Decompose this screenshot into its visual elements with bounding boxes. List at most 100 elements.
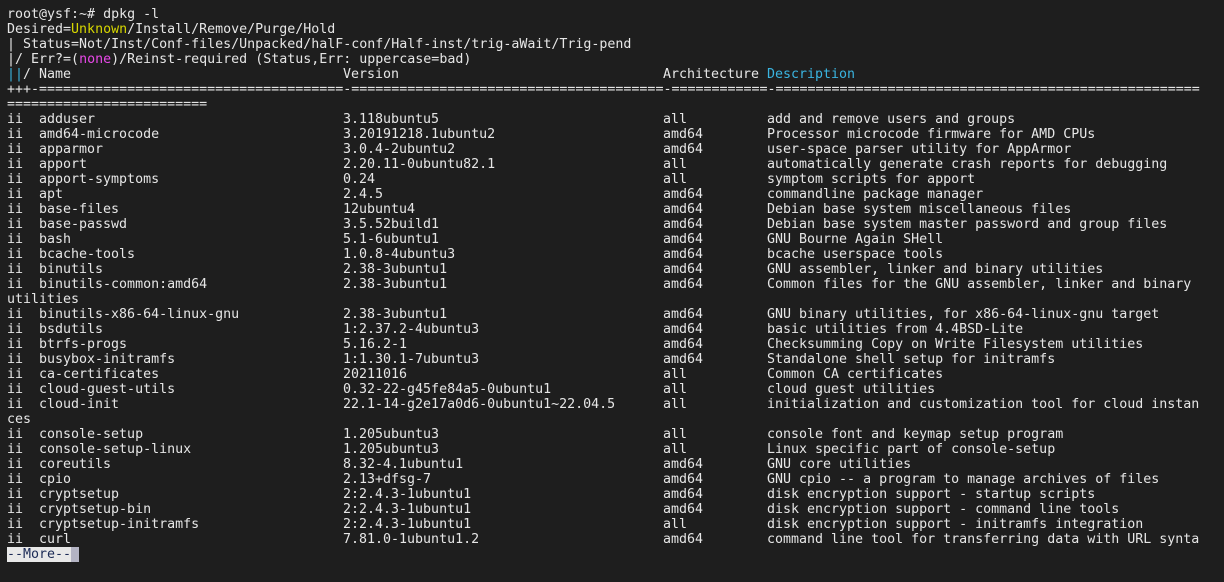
status-cell: ii	[7, 262, 24, 277]
status-cell: ii	[7, 172, 24, 187]
package-description: commandline package manager	[767, 187, 984, 202]
package-description: bcache userspace tools	[767, 247, 944, 262]
package-row: ii cryptsetup 2:2.4.3-1ubuntu1 amd64 disk en…	[7, 487, 1200, 502]
package-row: ii curl 7.81.0-1ubuntu1.2 amd64 command line…	[7, 532, 1200, 547]
package-version: 2.38-3ubuntu1	[343, 277, 448, 292]
package-name: apport-symptoms	[39, 172, 160, 187]
package-architecture: all	[663, 157, 688, 172]
status-cell: ii	[7, 187, 24, 202]
package-version: 3.118ubuntu5	[343, 112, 440, 127]
package-name: apt	[39, 187, 64, 202]
package-version: 1.205ubuntu3	[343, 427, 440, 442]
package-row: ii binutils-x86-64-linux-gnu 2.38-3ubuntu1…	[7, 307, 1200, 322]
package-version: 0.24	[343, 172, 376, 187]
package-version: 1.205ubuntu3	[343, 442, 440, 457]
legend-desired-prefix: Desired=	[7, 22, 72, 37]
status-cell: ii	[7, 367, 24, 382]
package-description: GNU core utilities	[767, 457, 912, 472]
package-name: cloud-init	[39, 397, 120, 412]
package-row: ii binutils-common:amd64 2.38-3ubuntu1 amd6…	[7, 277, 1200, 292]
header-version: Version	[343, 67, 400, 82]
header-bars: ||	[7, 67, 24, 82]
package-name: busybox-initramfs	[39, 352, 176, 367]
more-indicator[interactable]: --More--	[7, 547, 72, 562]
package-architecture: amd64	[663, 472, 704, 487]
package-version: 22.1-14-g2e17a0d6-0ubuntu1~22.04.5	[343, 397, 616, 412]
package-description-wrap: utilities	[7, 292, 80, 307]
status-cell: ii	[7, 307, 24, 322]
package-name: cryptsetup	[39, 487, 120, 502]
package-name: console-setup-linux	[39, 442, 192, 457]
terminal[interactable]: root@ysf:~# dpkg -l Desired=Unknown/Inst…	[7, 7, 1200, 562]
package-row: ii bcache-tools 1.0.8-4ubuntu3 amd64 bcache …	[7, 247, 1200, 262]
package-description: GNU cpio -- a program to manage archives…	[767, 472, 1160, 487]
package-row: ii coreutils 8.32-4.1ubuntu1 amd64 GNU core …	[7, 457, 1200, 472]
package-version: 1:2.37.2-4ubuntu3	[343, 322, 480, 337]
package-description: Common files for the GNU assembler, link…	[767, 277, 1192, 292]
status-cell: ii	[7, 277, 24, 292]
status-cell: ii	[7, 112, 24, 127]
package-description: automatically generate crash reports for…	[767, 157, 1168, 172]
package-description: disk encryption support - initramfs inte…	[767, 517, 1144, 532]
package-architecture: all	[663, 172, 688, 187]
package-name: curl	[39, 532, 72, 547]
package-architecture: all	[663, 382, 688, 397]
package-row: ii cryptsetup-initramfs 2:2.4.3-1ubuntu1 al…	[7, 517, 1200, 532]
package-name: apparmor	[39, 142, 104, 157]
package-architecture: amd64	[663, 142, 704, 157]
package-name: console-setup	[39, 427, 144, 442]
package-architecture: all	[663, 397, 688, 412]
package-version: 1.0.8-4ubuntu3	[343, 247, 456, 262]
package-name: ca-certificates	[39, 367, 160, 382]
package-row: ii busybox-initramfs 1:1.30.1-7ubuntu3 amd6…	[7, 352, 1200, 367]
divider: +++-====================================…	[7, 82, 1200, 97]
package-architecture: amd64	[663, 307, 704, 322]
package-architecture: all	[663, 442, 688, 457]
package-name: binutils-x86-64-linux-gnu	[39, 307, 240, 322]
package-name: cryptsetup-bin	[39, 502, 152, 517]
status-cell: ii	[7, 382, 24, 397]
package-description: Processor microcode firmware for AMD CPU…	[767, 127, 1096, 142]
package-description: command line tool for transferring data …	[767, 532, 1200, 547]
package-architecture: amd64	[663, 127, 704, 142]
package-architecture: amd64	[663, 502, 704, 517]
package-row: ii binutils 2.38-3ubuntu1 amd64 GNU assemble…	[7, 262, 1200, 277]
package-description: GNU binary utilities, for x86-64-linux-g…	[767, 307, 1160, 322]
status-cell: ii	[7, 232, 24, 247]
package-version: 2:2.4.3-1ubuntu1	[343, 517, 472, 532]
package-row: ii base-passwd 3.5.52build1 amd64 Debian bas…	[7, 217, 1200, 232]
package-architecture: amd64	[663, 217, 704, 232]
legend-err-prefix: |/ Err?=(	[7, 52, 80, 67]
package-version: 12ubuntu4	[343, 202, 416, 217]
package-row: ii console-setup 1.205ubuntu3 all console fo…	[7, 427, 1200, 442]
package-row: ii cpio 2.13+dfsg-7 amd64 GNU cpio -- a prog…	[7, 472, 1200, 487]
package-row: ii amd64-microcode 3.20191218.1ubuntu2 amd6…	[7, 127, 1200, 142]
package-name: apport	[39, 157, 88, 172]
package-description: disk encryption support - command line t…	[767, 502, 1120, 517]
command-text: dpkg -l	[103, 7, 160, 22]
package-description: Linux specific part of console-setup	[767, 442, 1056, 457]
package-description: symptom scripts for apport	[767, 172, 976, 187]
package-description: cloud guest utilities	[767, 382, 936, 397]
status-cell: ii	[7, 427, 24, 442]
package-row: ii console-setup-linux 1.205ubuntu3 all Linu…	[7, 442, 1200, 457]
package-architecture: amd64	[663, 202, 704, 217]
status-cell: ii	[7, 142, 24, 157]
pager-prompt[interactable]: --More--	[7, 547, 1200, 562]
package-version: 5.1-6ubuntu1	[343, 232, 440, 247]
package-row: ii bsdutils 1:2.37.2-4ubuntu3 amd64 basic ut…	[7, 322, 1200, 337]
status-cell: ii	[7, 127, 24, 142]
package-architecture: amd64	[663, 457, 704, 472]
package-name: bash	[39, 232, 72, 247]
package-description: Debian base system miscellaneous files	[767, 202, 1072, 217]
package-version: 8.32-4.1ubuntu1	[343, 457, 464, 472]
package-name: base-passwd	[39, 217, 128, 232]
package-architecture: all	[663, 367, 688, 382]
package-row: ii adduser 3.118ubuntu5 all add and remove u…	[7, 112, 1200, 127]
package-version: 2.13+dfsg-7	[343, 472, 432, 487]
package-version: 3.5.52build1	[343, 217, 440, 232]
status-cell: ii	[7, 457, 24, 472]
column-header: ||/ Name Version Architecture Descriptio…	[7, 67, 1200, 82]
package-row: ii apport-symptoms 0.24 all symptom scripts …	[7, 172, 1200, 187]
package-name: btrfs-progs	[39, 337, 128, 352]
